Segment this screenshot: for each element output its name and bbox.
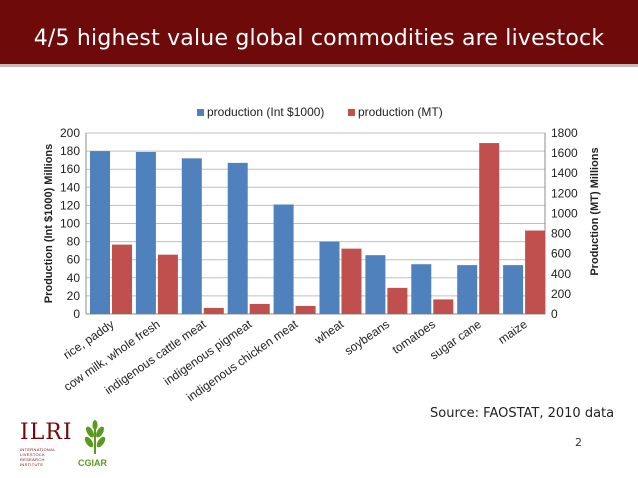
y2-tick-label: 600 — [551, 247, 571, 261]
x-tick-label: wheat — [311, 317, 347, 348]
slide-title: 4/5 highest value global commodities are… — [33, 26, 605, 51]
bar-int-dollar — [227, 162, 248, 314]
y2-tick-label: 1000 — [551, 206, 578, 220]
bar-int-dollar — [181, 158, 202, 314]
cgiar-wheat-icon — [84, 420, 106, 454]
bar-mt — [525, 230, 546, 314]
bar-mt — [479, 143, 500, 314]
y2-tick-label: 0 — [551, 307, 558, 321]
bar-int-dollar — [90, 151, 110, 314]
y-tick-label: 140 — [60, 180, 80, 194]
y-tick-label: 100 — [60, 217, 80, 231]
y2-tick-label: 200 — [551, 287, 571, 301]
bar-mt — [387, 287, 408, 314]
cgiar-logo-text: CGIAR — [78, 458, 107, 468]
y2-axis-title: Production (MT) Millions — [589, 147, 601, 275]
title-bar: 4/5 highest value global commodities are… — [0, 0, 638, 67]
bar-int-dollar — [411, 264, 432, 314]
bar-mt — [203, 307, 224, 314]
y2-tick-label: 400 — [551, 267, 571, 281]
ilri-logo-subtext: INTERNATIONAL LIVESTOCK RESEARCH INSTITU… — [20, 447, 56, 467]
y2-tick-label: 1200 — [551, 186, 578, 200]
page-number: 2 — [575, 436, 582, 449]
y-tick-label: 180 — [60, 144, 80, 158]
ilri-logo-text: ILRI — [20, 420, 73, 445]
bar-mt — [157, 254, 178, 314]
legend-swatch-mt — [348, 109, 355, 116]
legend-label-int-dollar: production (Int $1000) — [207, 105, 324, 119]
bar-int-dollar — [503, 265, 524, 314]
bar-int-dollar — [135, 152, 156, 314]
bar-int-dollar — [457, 265, 478, 314]
y2-tick-label: 1400 — [551, 166, 578, 180]
y-tick-label: 40 — [67, 271, 81, 285]
y2-tick-label: 800 — [551, 227, 571, 241]
y2-tick-label: 1600 — [551, 146, 578, 160]
x-tick-label: soybeans — [342, 317, 392, 358]
legend-swatch-int-dollar — [197, 109, 204, 116]
y-tick-label: 0 — [73, 307, 80, 321]
y-tick-label: 200 — [60, 126, 80, 140]
y-tick-label: 120 — [60, 198, 80, 212]
y-tick-label: 60 — [67, 253, 81, 267]
x-tick-label: maize — [496, 317, 531, 347]
bar-mt — [249, 303, 270, 314]
y2-tick-label: 1800 — [551, 126, 578, 140]
y-tick-label: 160 — [60, 162, 80, 176]
bar-mt — [341, 248, 362, 314]
bar-mt — [433, 299, 454, 314]
bar-int-dollar — [319, 241, 340, 314]
y-tick-label: 80 — [67, 235, 81, 249]
y-tick-label: 20 — [67, 289, 81, 303]
bar-mt — [295, 305, 316, 314]
source-note: Source: FAOSTAT, 2010 data — [430, 406, 615, 421]
x-tick-label: sugar cane — [427, 317, 484, 363]
legend-label-mt: production (MT) — [358, 105, 443, 119]
bar-int-dollar — [365, 255, 386, 314]
bar-mt — [112, 244, 132, 314]
bar-int-dollar — [273, 204, 294, 314]
y-axis-title: Production (Int $1000) Millions — [43, 144, 55, 304]
